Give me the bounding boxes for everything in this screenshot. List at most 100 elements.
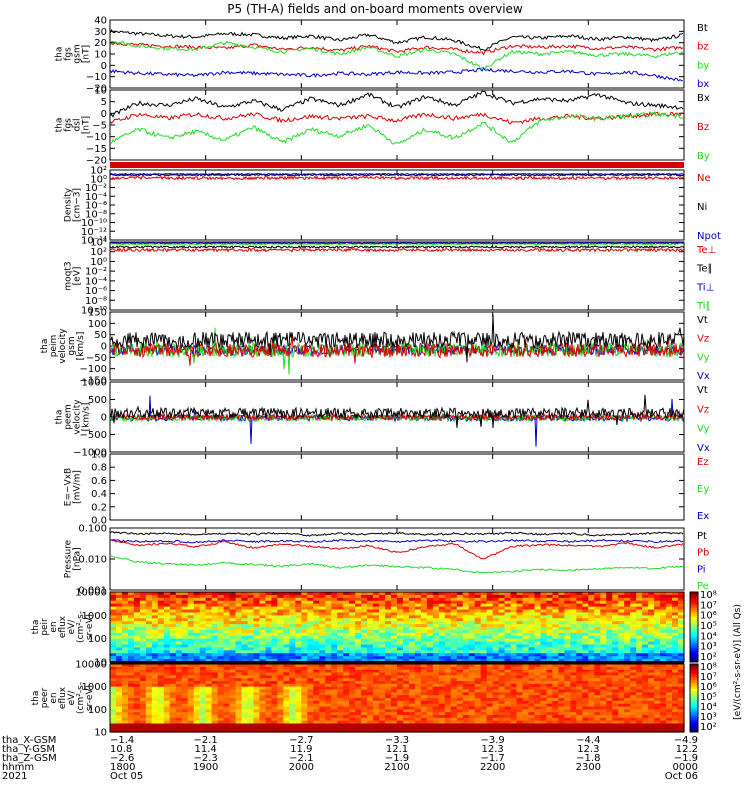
spectrogram-cell xyxy=(331,656,338,660)
spectrogram-cell xyxy=(343,603,350,608)
spectrogram-cell xyxy=(444,692,452,696)
spectrogram-cell xyxy=(157,638,165,643)
spectrogram-cell xyxy=(432,612,440,616)
spectrogram-cell xyxy=(211,603,219,608)
spectrogram-cell xyxy=(361,638,368,643)
spectrogram-cell xyxy=(642,729,649,733)
spectrogram-cell xyxy=(528,669,536,674)
spectrogram-cell xyxy=(618,678,625,682)
spectrogram-cell xyxy=(534,606,542,611)
spectrogram-cell xyxy=(450,689,458,693)
spectrogram-cell xyxy=(163,664,171,668)
spectrogram-cell xyxy=(450,717,458,722)
spectrogram-cell xyxy=(205,615,213,619)
spectrogram-cell xyxy=(133,717,141,722)
spectrogram-cell xyxy=(408,644,416,649)
spectrogram-cell xyxy=(462,632,470,637)
spectrogram-cell xyxy=(133,720,141,725)
spectrogram-cell xyxy=(229,647,237,651)
spectrogram-cell xyxy=(504,641,512,646)
spectrogram-cell xyxy=(582,629,589,634)
spectrogram-cell xyxy=(672,592,679,596)
spectrogram-cell xyxy=(349,689,356,693)
y-tick-label: 10⁻⁶ xyxy=(85,286,107,297)
spectrogram-cell xyxy=(301,618,308,622)
spectrogram-cell xyxy=(277,726,284,730)
spectrogram-cell xyxy=(486,715,494,719)
spectrogram-cell xyxy=(229,664,237,668)
spectrogram-cell xyxy=(456,695,464,699)
spectrogram-cell xyxy=(181,675,189,679)
spectrogram-cell xyxy=(492,709,500,713)
spectrogram-cell xyxy=(110,606,117,611)
spectrogram-cell xyxy=(145,700,153,705)
spectrogram-cell xyxy=(139,692,147,696)
spectrogram-cell xyxy=(157,641,165,646)
spectrogram-cell xyxy=(325,609,332,614)
spectrogram-cell xyxy=(367,656,374,660)
spectrogram-cell xyxy=(373,723,380,727)
spectrogram-cell xyxy=(229,709,237,713)
spectrogram-cell xyxy=(289,729,296,733)
spectrogram-cell xyxy=(385,689,392,693)
spectrogram-cell xyxy=(648,717,655,722)
spectrogram-cell xyxy=(199,647,207,651)
spectrogram-cell xyxy=(115,609,123,614)
spectrogram-cell xyxy=(546,656,554,660)
spectrogram-cell xyxy=(229,723,237,727)
spectrogram-cell xyxy=(319,624,326,628)
spectrogram-cell xyxy=(636,621,643,625)
spectrogram-cell xyxy=(492,672,500,676)
spectrogram-cell xyxy=(169,729,177,733)
spectrogram-cell xyxy=(145,597,153,602)
spectrogram-cell xyxy=(564,675,571,679)
spectrogram-cell xyxy=(259,715,267,719)
spectrogram-cell xyxy=(612,627,619,631)
spectrogram-cell xyxy=(337,715,344,719)
spectrogram-cell xyxy=(253,683,261,688)
spectrogram-cell xyxy=(205,603,213,608)
y-axis-label-line: Pressure xyxy=(64,539,74,578)
spectrogram-cell xyxy=(139,678,147,682)
spectrogram-cell xyxy=(265,621,273,625)
spectrogram-cell xyxy=(408,712,416,716)
legend-By: By xyxy=(697,151,710,162)
spectrogram-cell xyxy=(528,653,536,657)
spectrogram-cell xyxy=(301,683,308,688)
spectrogram-cell xyxy=(414,603,422,608)
spectrogram-cell xyxy=(630,627,637,631)
spectrogram-cell xyxy=(271,683,279,688)
spectrogram-cell xyxy=(145,666,153,671)
spectrogram-cell xyxy=(462,695,470,699)
spectrogram-cell xyxy=(558,666,566,671)
spectrogram-cell xyxy=(498,709,506,713)
panel-frame xyxy=(109,19,685,89)
spectrogram-cell xyxy=(349,706,356,710)
spectrogram-cell xyxy=(492,603,500,608)
spectrogram-cell xyxy=(636,729,643,733)
spectrogram-cell xyxy=(229,621,237,625)
spectrogram-cell xyxy=(331,644,338,649)
spectrogram-cell xyxy=(331,653,338,657)
spectrogram-cell xyxy=(313,720,320,725)
spectrogram-cell xyxy=(247,650,255,654)
spectrogram-cell xyxy=(283,612,290,616)
spectrogram-cell xyxy=(325,638,332,643)
spectrogram-cell xyxy=(301,681,308,685)
spectrogram-cell xyxy=(528,606,536,611)
spectrogram-cell xyxy=(241,692,249,696)
spectrogram-cell xyxy=(516,672,524,676)
spectrogram-cell xyxy=(127,627,135,631)
spectrogram-cell xyxy=(271,681,279,685)
spectrogram-cell xyxy=(157,612,165,616)
spectrogram-cell xyxy=(253,723,261,727)
spectrogram-cell xyxy=(319,723,326,727)
spectrogram-cell xyxy=(438,700,446,705)
spectrogram-cell xyxy=(564,641,571,646)
spectrogram-cell xyxy=(157,606,165,611)
spectrogram-cell xyxy=(199,683,207,688)
spectrogram-cell xyxy=(217,647,225,651)
spectrogram-cell xyxy=(522,650,530,654)
spectrogram-cell xyxy=(516,666,524,671)
spectrogram-cell xyxy=(223,600,231,605)
